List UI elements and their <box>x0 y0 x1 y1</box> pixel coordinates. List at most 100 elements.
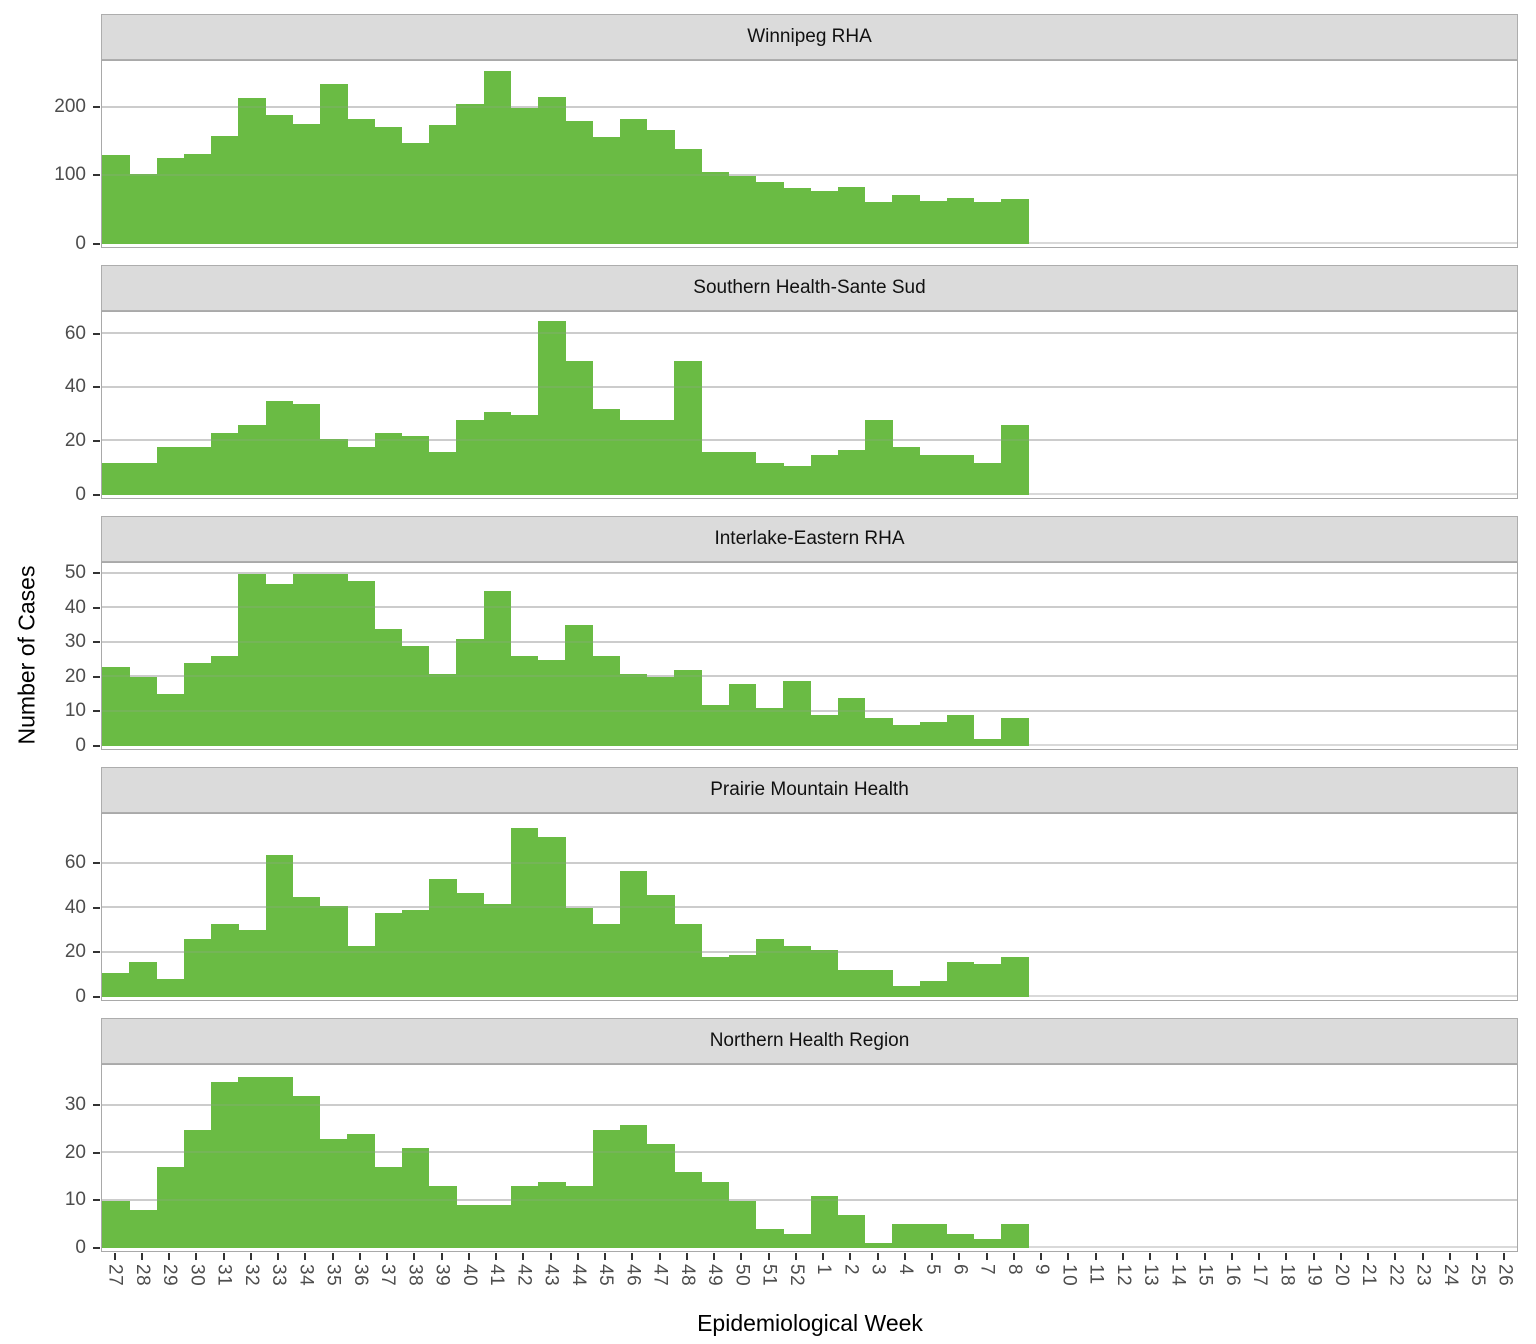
x-tick-mark <box>631 1252 634 1260</box>
bar <box>483 1205 512 1248</box>
bar <box>238 930 266 997</box>
bar <box>456 1205 484 1248</box>
x-tick-label: 49 <box>704 1263 726 1286</box>
bar <box>429 452 457 495</box>
facet-panel <box>101 311 1518 499</box>
x-tick-label: 22 <box>1385 1263 1407 1286</box>
bar <box>347 580 375 746</box>
x-tick-mark <box>440 1252 443 1260</box>
x-tick-mark <box>1448 1252 1451 1260</box>
bar <box>892 1224 920 1248</box>
bar <box>156 694 185 746</box>
bar <box>456 892 484 997</box>
bar <box>456 420 484 495</box>
bar <box>401 143 430 244</box>
bar <box>810 454 839 495</box>
bar <box>592 656 621 746</box>
x-tick-label: 18 <box>1276 1263 1298 1286</box>
x-tick-label: 4 <box>894 1263 916 1275</box>
bar <box>265 1077 294 1248</box>
x-tick-label: 44 <box>567 1263 589 1286</box>
bar <box>1001 199 1029 244</box>
y-tick-mark <box>93 744 100 747</box>
x-tick-mark <box>1285 1252 1288 1260</box>
bar <box>919 454 948 495</box>
bar <box>429 125 457 244</box>
bar <box>728 1200 757 1248</box>
bar <box>974 963 1002 997</box>
bar <box>892 446 920 495</box>
bar <box>211 656 239 746</box>
bar <box>783 465 811 495</box>
gridline-overlay <box>102 675 1517 678</box>
bar <box>919 1224 948 1248</box>
bar <box>429 1186 457 1248</box>
bar <box>865 420 893 495</box>
y-tick-label: 30 <box>64 1094 86 1116</box>
bar <box>292 124 321 244</box>
bar <box>183 446 212 495</box>
y-tick-label: 10 <box>64 1189 86 1211</box>
y-tick-label: 40 <box>64 596 86 618</box>
bar <box>674 1172 702 1248</box>
gridline-overlay <box>102 105 1517 108</box>
x-tick-mark <box>604 1252 607 1260</box>
y-tick-mark <box>93 386 100 389</box>
bar <box>865 970 893 997</box>
gridline <box>102 385 1517 388</box>
bar <box>837 186 866 244</box>
bar <box>265 854 294 997</box>
y-tick-mark <box>93 439 100 442</box>
gridline-overlay <box>102 173 1517 176</box>
x-tick-mark <box>931 1252 934 1260</box>
gridline-overlay <box>102 906 1517 909</box>
bar <box>974 202 1002 244</box>
y-tick-label: 10 <box>64 700 86 722</box>
bar <box>701 1181 730 1248</box>
x-tick-label: 41 <box>486 1263 508 1286</box>
x-tick-label: 50 <box>731 1263 753 1286</box>
bar <box>483 590 512 746</box>
bar <box>292 404 321 495</box>
bar <box>1001 957 1029 997</box>
bar <box>129 1210 157 1248</box>
y-tick-mark <box>93 174 100 177</box>
bar <box>401 910 430 997</box>
y-tick-label: 0 <box>75 985 86 1007</box>
x-tick-mark <box>113 1252 116 1260</box>
x-tick-label: 19 <box>1303 1263 1325 1286</box>
x-tick-label: 17 <box>1249 1263 1271 1286</box>
x-tick-label: 24 <box>1439 1263 1461 1286</box>
bar <box>238 425 266 495</box>
bar <box>619 119 648 244</box>
x-tick-label: 12 <box>1112 1263 1134 1286</box>
bar <box>892 985 920 997</box>
y-tick-label: 0 <box>75 483 86 505</box>
x-tick-mark <box>495 1252 498 1260</box>
bar <box>320 83 348 244</box>
y-tick-mark <box>93 1104 100 1107</box>
x-tick-label: 3 <box>867 1263 889 1275</box>
bar <box>946 1233 975 1248</box>
bar <box>592 136 621 244</box>
bar <box>483 412 512 495</box>
y-tick-label: 20 <box>64 1141 86 1163</box>
bar <box>183 939 212 997</box>
bar <box>919 201 948 244</box>
bar <box>810 190 839 244</box>
bar <box>865 1243 893 1248</box>
bar <box>183 663 212 746</box>
bar <box>510 108 539 244</box>
y-tick-mark <box>93 1246 100 1249</box>
bar <box>565 1186 593 1248</box>
bar <box>211 136 239 244</box>
x-tick-label: 27 <box>104 1263 126 1286</box>
y-tick-mark <box>93 606 100 609</box>
bar <box>129 961 157 997</box>
gridline-overlay <box>102 1198 1517 1201</box>
bar <box>510 1186 539 1248</box>
x-tick-mark <box>1312 1252 1315 1260</box>
y-tick-label: 20 <box>64 429 86 451</box>
gridline-overlay <box>102 439 1517 442</box>
bar <box>892 194 920 244</box>
